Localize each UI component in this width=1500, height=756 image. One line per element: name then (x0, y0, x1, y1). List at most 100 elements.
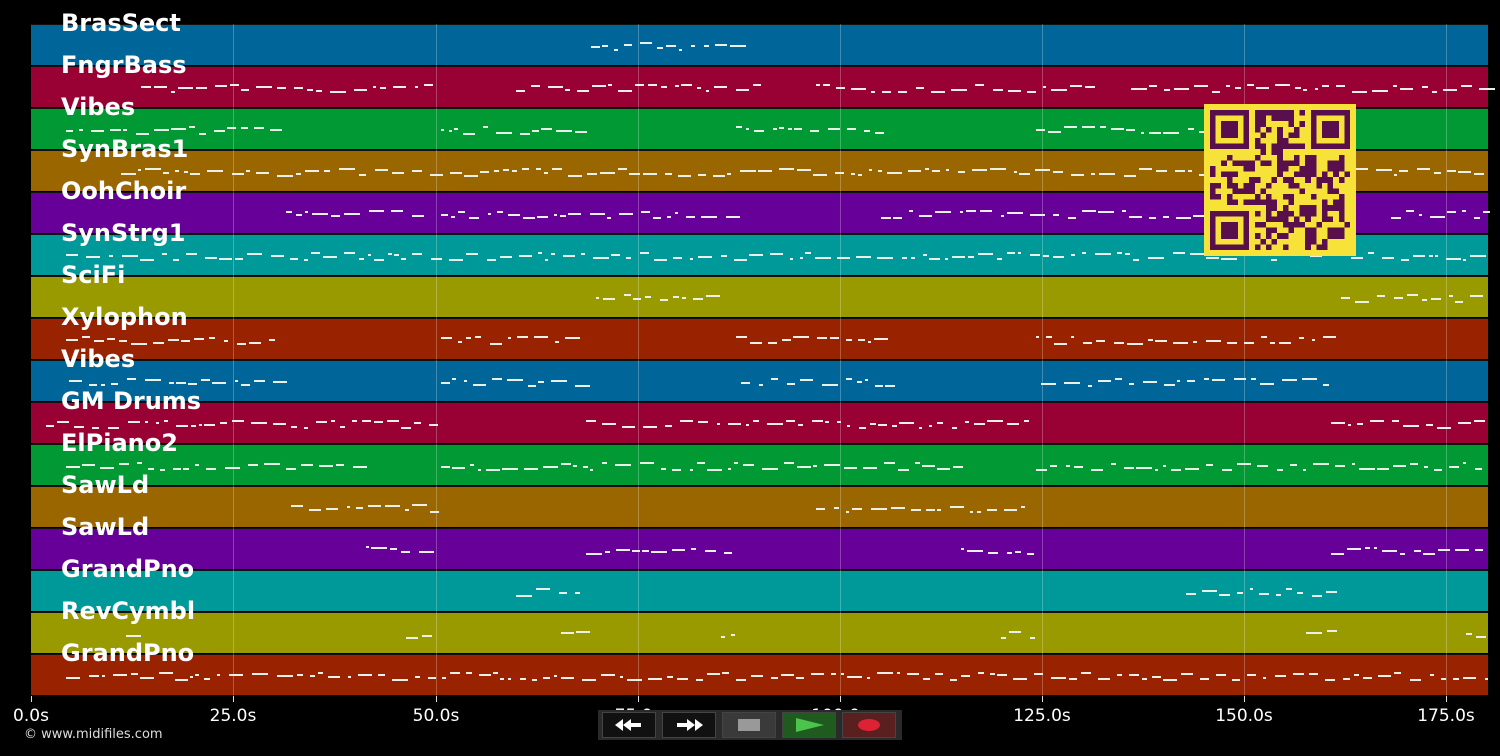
midi-note (66, 677, 80, 679)
midi-note (160, 469, 165, 471)
midi-note (428, 677, 436, 679)
midi-note (828, 128, 840, 130)
midi-note (741, 382, 750, 384)
midi-note (858, 174, 862, 176)
midi-note (1463, 259, 1466, 261)
play-button[interactable] (782, 712, 836, 738)
midi-note (576, 631, 590, 633)
midi-note (1124, 467, 1134, 469)
track-lane[interactable] (31, 528, 1488, 569)
midi-note (1315, 88, 1318, 90)
stop-button[interactable] (722, 712, 776, 738)
midi-note (898, 91, 907, 93)
midi-note (89, 675, 99, 677)
midi-note (619, 213, 633, 215)
track-lane[interactable] (31, 276, 1488, 317)
midi-note (353, 466, 367, 468)
midi-note (677, 678, 688, 680)
midi-note (215, 85, 227, 87)
stop-icon (738, 719, 760, 731)
midi-note (704, 45, 709, 47)
track-lane[interactable] (31, 654, 1488, 695)
midi-note (1071, 174, 1084, 176)
midi-note (162, 253, 167, 255)
midi-note (607, 217, 611, 219)
midi-note (1177, 380, 1180, 382)
midi-note (520, 678, 526, 680)
midi-note (1382, 257, 1394, 259)
midi-note (937, 468, 950, 470)
midi-note (154, 129, 169, 131)
record-button[interactable] (842, 712, 896, 738)
midi-note (734, 462, 738, 464)
midi-note (555, 341, 559, 343)
track-lane[interactable] (31, 612, 1488, 653)
midi-note (1377, 295, 1385, 297)
midi-note (743, 464, 754, 466)
midi-note (727, 173, 731, 175)
midi-note (310, 675, 315, 677)
track-lane[interactable] (31, 444, 1488, 485)
midi-note (1322, 85, 1329, 87)
track-lane[interactable] (31, 402, 1488, 443)
midi-note (590, 469, 593, 471)
midi-note (632, 550, 640, 552)
midi-note (1441, 678, 1446, 680)
midi-note (1188, 170, 1192, 172)
midi-note (1299, 337, 1304, 339)
midi-note (1336, 85, 1345, 87)
midi-note (1470, 255, 1486, 257)
midi-note (1004, 509, 1017, 511)
midi-note (1430, 674, 1434, 676)
track-lane[interactable] (31, 486, 1488, 527)
track-lane[interactable] (31, 360, 1488, 401)
midi-note (882, 91, 891, 93)
rewind-button[interactable] (602, 712, 656, 738)
midi-note (620, 676, 623, 678)
rewind-icon (615, 719, 641, 731)
midi-note (950, 679, 957, 681)
midi-note (252, 673, 268, 675)
midi-note (286, 468, 296, 470)
midi-note (1282, 379, 1297, 381)
midi-note (1099, 173, 1115, 175)
track-lane[interactable] (31, 66, 1488, 107)
midi-note (1082, 210, 1096, 212)
midi-note (232, 173, 244, 175)
midi-note (451, 216, 455, 218)
midi-note (642, 550, 649, 552)
midi-note (1007, 212, 1023, 214)
midi-note (813, 174, 827, 176)
midi-note (892, 425, 897, 427)
fast-forward-button[interactable] (662, 712, 716, 738)
midi-note (701, 216, 717, 218)
midi-note (378, 674, 385, 676)
midi-note (470, 464, 474, 466)
fast-forward-icon (677, 719, 703, 731)
midi-note (667, 216, 671, 218)
midi-note (241, 384, 250, 386)
midi-note (107, 338, 115, 340)
midi-note (988, 552, 998, 554)
midi-note (1270, 342, 1275, 344)
midi-note (326, 508, 338, 510)
midi-note (690, 258, 693, 260)
midi-note (532, 130, 539, 132)
midi-note (721, 636, 725, 638)
midi-note (227, 127, 236, 129)
midi-note (464, 380, 467, 382)
midi-note (1363, 677, 1372, 679)
track-lane[interactable] (31, 318, 1488, 359)
track-lane[interactable] (31, 570, 1488, 611)
midi-note (750, 342, 762, 344)
midi-note (919, 215, 932, 217)
midi-note (171, 128, 186, 130)
midi-note (270, 129, 282, 131)
midi-note (1279, 342, 1291, 344)
midi-note (715, 44, 727, 46)
midi-note (1024, 420, 1029, 422)
track-lane[interactable] (31, 24, 1488, 65)
midi-note (751, 675, 763, 677)
midi-note (667, 676, 673, 678)
midi-note (736, 336, 747, 338)
